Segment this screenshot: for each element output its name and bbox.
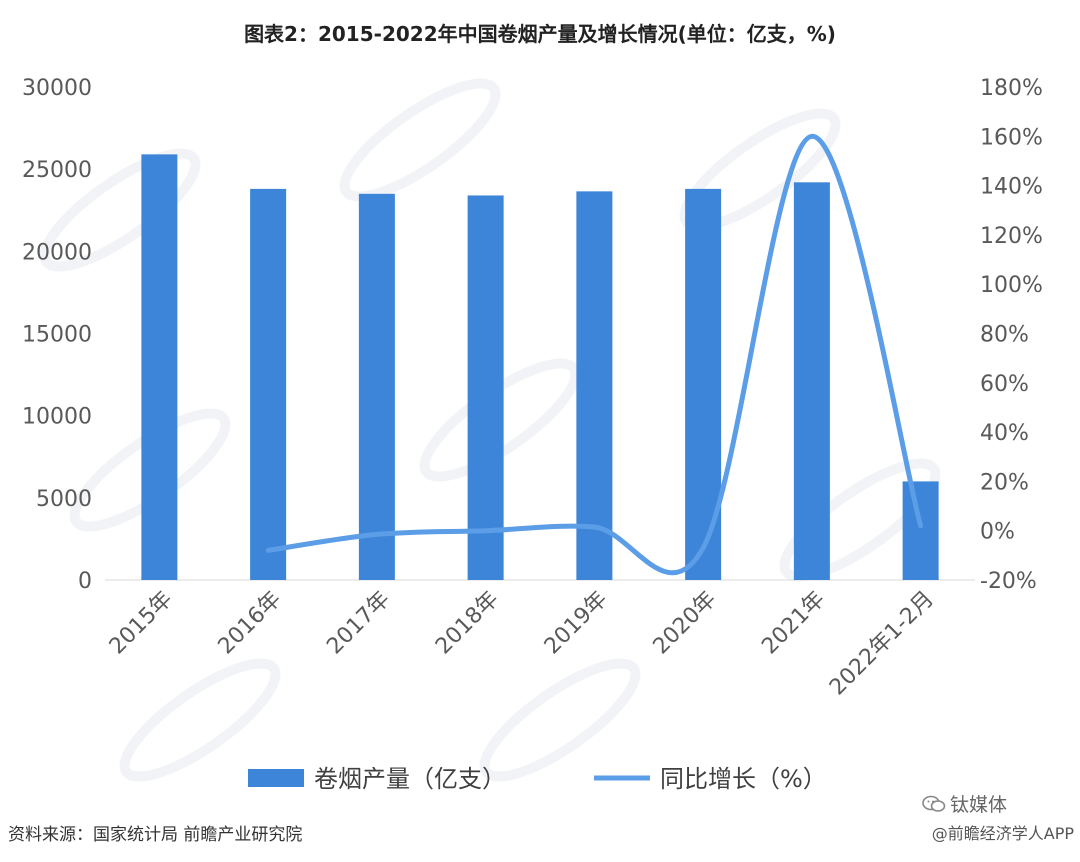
watermark-mark (119, 658, 281, 782)
bar (250, 188, 287, 581)
legend-line-label: 同比增长（%） (660, 765, 827, 793)
bar (358, 193, 395, 581)
legend: 卷烟产量（亿支） 同比增长（%） (248, 765, 827, 793)
bar (467, 195, 504, 580)
y-right-tick-label: 40% (980, 421, 1029, 446)
x-tick-label: 2017年 (322, 587, 395, 660)
chart-title: 图表2：2015-2022年中国卷烟产量及增长情况(单位：亿支，%) (244, 22, 836, 46)
wechat-badge: 钛媒体 (922, 790, 1007, 817)
y-left-tick-label: 25000 (22, 158, 92, 183)
y-left-tick-label: 30000 (22, 76, 92, 101)
y-right-tick-label: 60% (980, 372, 1029, 397)
wechat-label: 钛媒体 (950, 794, 1008, 816)
y-right-tick-label: 140% (980, 175, 1043, 200)
growth-line (265, 133, 924, 576)
watermark-mark (339, 78, 501, 202)
y-left-tick-label: 0 (78, 569, 92, 594)
watermark-layer (39, 78, 941, 782)
y-right-tick-label: 120% (980, 224, 1043, 249)
bar (141, 154, 178, 581)
y-right-tick-label: 80% (980, 323, 1029, 348)
x-tick-label: 2019年 (540, 587, 613, 660)
y-right-tick-label: -20% (980, 569, 1037, 594)
y-right-tick-label: 100% (980, 273, 1043, 298)
y-right-tick-label: 20% (980, 470, 1029, 495)
line-series (265, 133, 924, 576)
source-note: 资料来源：国家统计局 前瞻产业研究院 (8, 825, 303, 845)
bar (902, 481, 939, 580)
x-tick-label: 2022年1-2月 (825, 587, 939, 701)
bar (576, 191, 613, 580)
bar (793, 182, 830, 580)
y-right-tick-label: 160% (980, 125, 1043, 150)
y-right-tick-label: 180% (980, 76, 1043, 101)
watermark-mark (479, 658, 641, 782)
watermark-mark (779, 458, 941, 582)
x-tick-label: 2018年 (431, 587, 504, 660)
credit-note: @前瞻经济学人APP (931, 824, 1074, 843)
y-left-tick-label: 20000 (22, 240, 92, 265)
x-tick-label: 2020年 (649, 587, 722, 660)
x-tick-label: 2021年 (757, 587, 830, 660)
bar-series (141, 154, 939, 581)
legend-bar-label: 卷烟产量（亿支） (314, 765, 506, 793)
watermark-mark (39, 148, 201, 272)
y-left-tick-label: 15000 (22, 323, 92, 348)
wechat-icon (922, 795, 946, 812)
legend-bar-swatch (248, 769, 304, 787)
y-left-tick-label: 5000 (36, 487, 92, 512)
x-tick-label: 2015年 (105, 587, 178, 660)
y-right-tick-label: 0% (980, 520, 1015, 545)
x-tick-label: 2016年 (214, 587, 287, 660)
y-left-tick-label: 10000 (22, 405, 92, 430)
